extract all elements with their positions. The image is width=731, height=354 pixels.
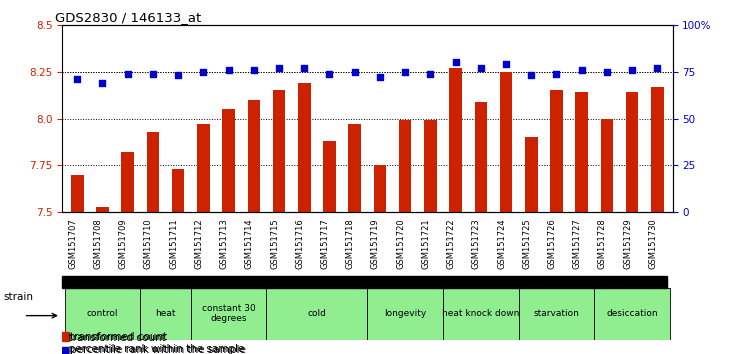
Point — [223, 67, 235, 73]
Point — [273, 65, 285, 71]
Bar — [474, 102, 487, 212]
Text: transformed count: transformed count — [70, 332, 167, 342]
Point — [122, 71, 134, 76]
Bar — [197, 124, 210, 212]
Bar — [64, 287, 140, 340]
Point — [349, 69, 360, 75]
Point — [475, 65, 487, 71]
Text: strain: strain — [4, 292, 34, 302]
Bar — [651, 87, 664, 212]
Point — [248, 67, 260, 73]
Point — [147, 71, 159, 76]
Bar — [140, 287, 191, 340]
Text: control: control — [87, 309, 118, 318]
Point — [399, 69, 411, 75]
Bar — [399, 120, 412, 212]
Bar — [525, 137, 537, 212]
Bar — [273, 90, 285, 212]
Bar — [550, 90, 563, 212]
Bar — [374, 166, 386, 212]
Text: longevity: longevity — [384, 309, 426, 318]
Bar — [424, 120, 436, 212]
Point — [298, 65, 310, 71]
Bar — [626, 92, 638, 212]
Point — [197, 69, 209, 75]
Text: starvation: starvation — [534, 309, 580, 318]
Point — [576, 67, 588, 73]
Text: percentile rank within the sample: percentile rank within the sample — [62, 344, 244, 354]
Text: transformed count: transformed count — [62, 333, 166, 343]
Point — [173, 73, 184, 78]
Point — [550, 71, 562, 76]
Bar — [248, 100, 260, 212]
Point — [526, 73, 537, 78]
Bar — [443, 287, 519, 340]
Point — [626, 67, 638, 73]
Point — [601, 69, 613, 75]
Bar — [450, 68, 462, 212]
Bar — [601, 119, 613, 212]
Bar — [121, 152, 134, 212]
Bar — [266, 287, 367, 340]
Point — [425, 71, 436, 76]
Text: constant 30
degrees: constant 30 degrees — [202, 304, 255, 324]
Bar — [71, 175, 83, 212]
Bar — [349, 124, 361, 212]
Bar — [298, 83, 311, 212]
Bar — [519, 287, 594, 340]
Bar — [323, 141, 336, 212]
Point — [96, 80, 108, 86]
Point — [450, 59, 461, 65]
Text: percentile rank within the sample: percentile rank within the sample — [70, 345, 246, 354]
Point — [651, 65, 663, 71]
Text: heat: heat — [155, 309, 175, 318]
Point — [500, 61, 512, 67]
Text: heat knock down: heat knock down — [442, 309, 520, 318]
Bar — [62, 332, 69, 341]
Text: cold: cold — [308, 309, 326, 318]
Point — [59, 348, 71, 353]
Point — [374, 74, 386, 80]
Point — [324, 71, 336, 76]
Bar — [191, 287, 266, 340]
Point — [72, 76, 83, 82]
Bar — [62, 276, 667, 287]
Bar — [96, 207, 109, 212]
Bar — [367, 287, 443, 340]
Bar — [575, 92, 588, 212]
Bar — [500, 72, 512, 212]
Bar — [222, 109, 235, 212]
Text: GDS2830 / 146133_at: GDS2830 / 146133_at — [55, 11, 201, 24]
Bar — [594, 287, 670, 340]
Text: desiccation: desiccation — [606, 309, 658, 318]
Bar — [147, 132, 159, 212]
Bar — [172, 169, 184, 212]
